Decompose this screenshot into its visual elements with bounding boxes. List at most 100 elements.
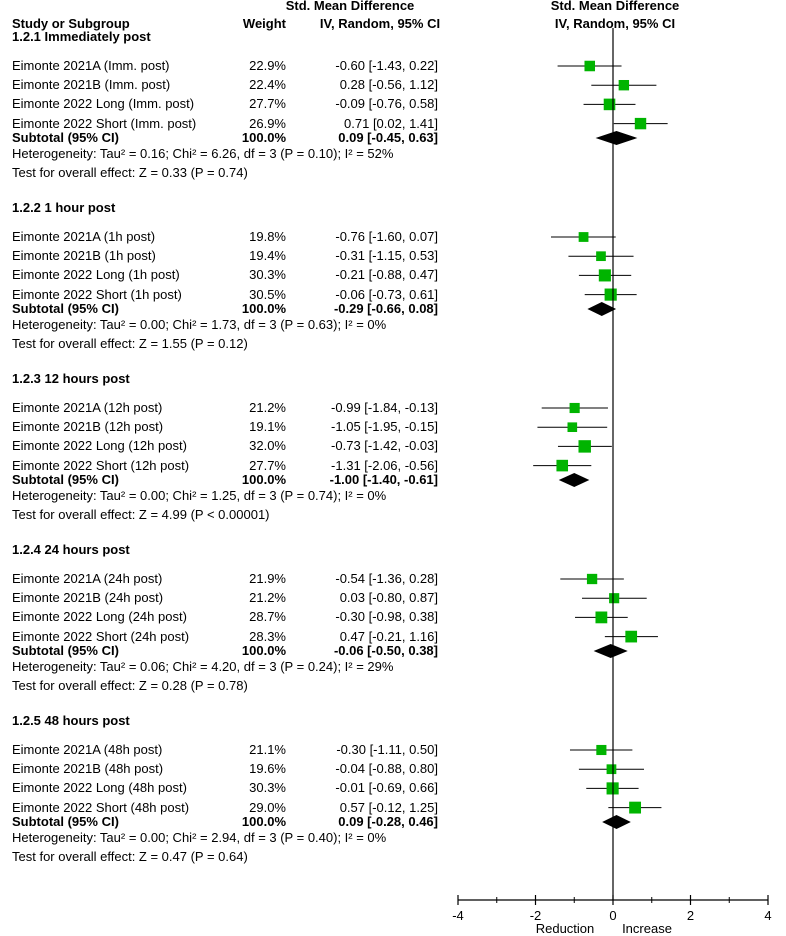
study-name: Eimonte 2022 Short (Imm. post) [12,115,197,131]
study-name: Eimonte 2021A (48h post) [12,742,163,757]
study-point-marker [596,744,607,756]
study-ci-text: -0.30 [-1.11, 0.50] [336,742,438,757]
study-ci-text: -0.09 [-0.76, 0.58] [335,96,438,112]
study-weight: 22.9% [249,58,286,73]
overall-effect-text: Test for overall effect: Z = 4.99 (P < 0… [12,507,270,522]
study-point-marker [556,459,569,472]
plot-column-title: Std. Mean Difference [550,0,680,13]
subtotal-ci-text: -0.06 [-0.50, 0.38] [333,643,438,658]
study-point-marker [595,611,608,624]
study-ci-text: -0.31 [-1.15, 0.53] [335,248,438,264]
study-weight: 21.1% [249,742,286,757]
study-ci-text: -0.54 [-1.36, 0.28] [335,571,438,586]
study-name: Eimonte 2022 Long (Imm. post) [12,96,195,112]
subtotal-label: Subtotal (95% CI) [12,301,119,316]
study-ci-text: -0.06 [-0.73, 0.61] [335,286,438,302]
subtotal-ci-text: 0.09 [-0.45, 0.63] [338,130,438,145]
study-point-marker [578,440,591,453]
study-ci-text: -0.01 [-0.69, 0.66] [335,780,438,796]
study-ci-text: 0.57 [-0.12, 1.25] [339,799,438,815]
study-point-marker [567,422,578,433]
subtotal-label: Subtotal (95% CI) [12,472,119,487]
study-weight: 28.3% [249,628,286,644]
subtotal-diamond [593,644,628,658]
axis-label-increase: Increase [622,921,672,936]
study-ci-text: 0.28 [-0.56, 1.12] [339,77,438,93]
study-ci-text: -0.73 [-1.42, -0.03] [331,438,438,454]
subtotal-ci-text: -1.00 [-1.40, -0.61] [329,472,438,487]
subtotal-diamond [595,131,638,145]
overall-effect-text: Test for overall effect: Z = 0.47 (P = 0… [12,849,248,864]
overall-effect-text: Test for overall effect: Z = 0.28 (P = 0… [12,678,248,693]
x-tick-label: 4 [764,908,771,923]
subtotal-weight: 100.0% [241,130,286,145]
study-point-marker [598,269,611,282]
study-name: Eimonte 2021A (12h post) [12,400,163,415]
study-name: Eimonte 2021A (Imm. post) [12,58,170,73]
study-weight: 29.0% [249,799,286,815]
study-point-marker [625,630,638,643]
study-ci-text: -0.76 [-1.60, 0.07] [335,229,438,244]
study-point-marker [603,98,616,111]
study-ci-text: 0.47 [-0.21, 1.16] [339,628,438,644]
study-name: Eimonte 2022 Long (12h post) [12,438,187,454]
study-column-header: Study or Subgroup [12,16,130,31]
study-ci-text: -0.99 [-1.84, -0.13] [331,400,438,415]
study-name: Eimonte 2021A (1h post) [12,229,156,244]
subgroup-title: 1.2.5 48 hours post [12,713,130,728]
study-point-marker [596,251,606,262]
study-point-marker [578,232,589,242]
study-name: Eimonte 2022 Short (12h post) [12,457,190,473]
heterogeneity-text: Heterogeneity: Tau² = 0.06; Chi² = 4.20,… [12,659,394,674]
subgroup-title: 1.2.4 24 hours post [12,542,130,557]
study-name: Eimonte 2021B (12h post) [12,419,164,435]
subtotal-ci-text: -0.29 [-0.66, 0.08] [333,301,438,316]
heterogeneity-text: Heterogeneity: Tau² = 0.00; Chi² = 2.94,… [12,830,387,845]
study-ci-text: 0.71 [0.02, 1.41] [344,115,438,131]
subtotal-diamond [602,815,631,829]
overall-effect-text: Test for overall effect: Z = 1.55 (P = 0… [12,336,248,351]
heterogeneity-text: Heterogeneity: Tau² = 0.00; Chi² = 1.25,… [12,488,387,503]
study-name: Eimonte 2022 Short (1h post) [12,286,182,302]
overall-effect-text: Test for overall effect: Z = 0.33 (P = 0… [12,165,248,180]
study-ci-text: -1.05 [-1.95, -0.15] [331,419,438,435]
study-weight: 30.3% [249,267,286,283]
study-weight: 30.3% [249,780,286,796]
heterogeneity-text: Heterogeneity: Tau² = 0.16; Chi² = 6.26,… [12,146,394,161]
study-point-marker [586,573,598,585]
study-ci-text: 0.03 [-0.80, 0.87] [339,590,438,606]
study-point-marker [609,593,620,604]
subtotal-label: Subtotal (95% CI) [12,814,119,829]
subtotal-label: Subtotal (95% CI) [12,643,119,658]
study-name: Eimonte 2021B (48h post) [12,761,164,777]
study-name: Eimonte 2022 Long (24h post) [12,609,187,625]
study-weight: 19.8% [249,229,286,244]
heterogeneity-text: Heterogeneity: Tau² = 0.00; Chi² = 1.73,… [12,317,387,332]
weight-column-header: Weight [242,16,286,31]
study-weight: 21.2% [249,590,286,606]
study-weight: 21.2% [249,400,286,415]
study-weight: 30.5% [249,286,286,302]
x-tick-label: -4 [452,908,464,923]
study-point-marker [584,60,596,72]
study-ci-text: -0.60 [-1.43, 0.22] [335,58,438,73]
x-tick-label: 0 [609,908,616,923]
study-name: Eimonte 2022 Long (48h post) [12,780,187,796]
study-weight: 27.7% [249,96,286,112]
study-weight: 21.9% [249,571,286,586]
plot-method-header: IV, Random, 95% CI [554,16,676,31]
study-ci-text: -1.31 [-2.06, -0.56] [331,457,438,473]
study-ci-text: -0.30 [-0.98, 0.38] [335,609,438,625]
subgroup-title: 1.2.3 12 hours post [12,371,130,386]
study-point-marker [606,764,617,775]
x-tick-label: 2 [687,908,694,923]
study-point-marker [618,79,630,91]
study-name: Eimonte 2022 Short (24h post) [12,628,190,644]
study-weight: 28.7% [249,609,286,625]
study-name: Eimonte 2021B (24h post) [12,590,164,606]
x-tick-label: -2 [530,908,542,923]
subtotal-weight: 100.0% [241,643,286,658]
study-weight: 19.6% [249,761,286,777]
study-weight: 26.9% [249,115,286,131]
